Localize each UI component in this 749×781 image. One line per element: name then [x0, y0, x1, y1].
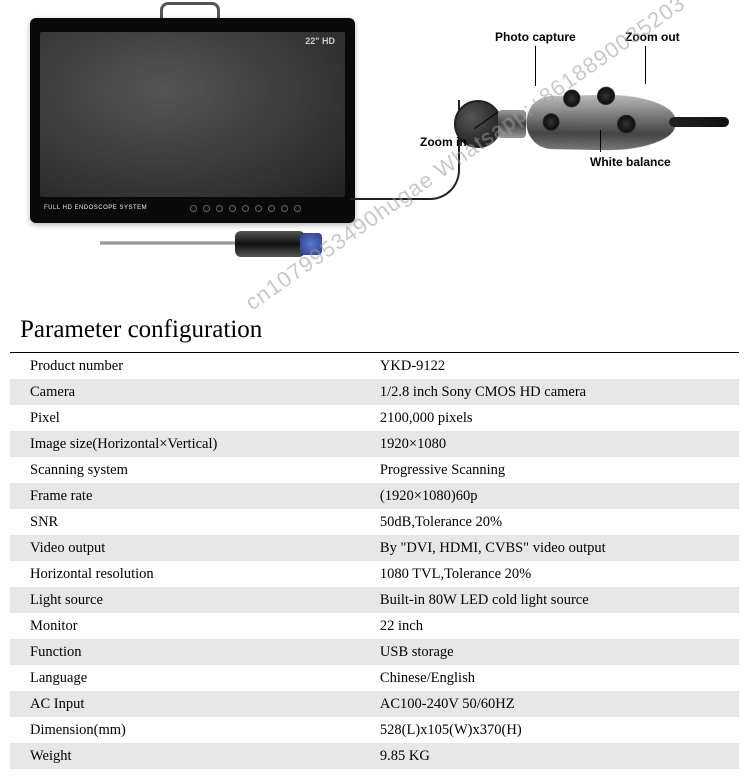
param-label: Function: [10, 639, 360, 665]
leader-line: [600, 130, 601, 152]
param-value: (1920×1080)60p: [360, 483, 739, 509]
monitor-frame: 22" HD FULL HD ENDOSCOPE SYSTEM: [30, 18, 355, 223]
param-label: Camera: [10, 379, 360, 405]
param-label: Frame rate: [10, 483, 360, 509]
param-label: Image size(Horizontal×Vertical): [10, 431, 360, 457]
table-row: SNR50dB,Tolerance 20%: [10, 509, 739, 535]
label-photo-capture: Photo capture: [495, 30, 576, 44]
param-value: AC100-240V 50/60HZ: [360, 691, 739, 717]
param-label: Video output: [10, 535, 360, 561]
monitor-brand-text: FULL HD ENDOSCOPE SYSTEM: [44, 205, 147, 211]
parameter-table-body: Product numberYKD-9122 Camera1/2.8 inch …: [10, 353, 739, 770]
param-value: 1080 TVL,Tolerance 20%: [360, 561, 739, 587]
table-row: Weight9.85 KG: [10, 743, 739, 769]
param-label: Horizontal resolution: [10, 561, 360, 587]
monitor-button-row: [190, 205, 301, 212]
table-row: Image size(Horizontal×Vertical)1920×1080: [10, 431, 739, 457]
monitor-handle: [160, 2, 220, 18]
table-row: Product numberYKD-9122: [10, 353, 739, 380]
camera-head-illustration: [454, 55, 719, 185]
param-value: By "DVI, HDMI, CVBS" video output: [360, 535, 739, 561]
table-row: Scanning systemProgressive Scanning: [10, 457, 739, 483]
table-row: Video outputBy "DVI, HDMI, CVBS" video o…: [10, 535, 739, 561]
photo-capture-button: [563, 89, 580, 107]
param-label: Monitor: [10, 613, 360, 639]
camera-neck: [498, 110, 526, 138]
leader-line: [645, 46, 646, 84]
leader-line: [535, 46, 536, 86]
param-value: Progressive Scanning: [360, 457, 739, 483]
white-balance-button: [617, 115, 636, 133]
param-value: 528(L)x105(W)x370(H): [360, 717, 739, 743]
probe-rod: [100, 241, 240, 245]
param-label: Pixel: [10, 405, 360, 431]
probe-coupler: [300, 233, 322, 255]
monitor-badge: 22" HD: [305, 36, 335, 46]
param-label: Light source: [10, 587, 360, 613]
section-title: Parameter configuration: [0, 310, 749, 352]
param-label: Weight: [10, 743, 360, 769]
monitor-control-bar: FULL HD ENDOSCOPE SYSTEM: [44, 199, 341, 217]
param-value: YKD-9122: [360, 353, 739, 380]
param-value: 1920×1080: [360, 431, 739, 457]
table-row: AC InputAC100-240V 50/60HZ: [10, 691, 739, 717]
param-label: Language: [10, 665, 360, 691]
table-row: Light sourceBuilt-in 80W LED cold light …: [10, 587, 739, 613]
monitor-illustration: 22" HD FULL HD ENDOSCOPE SYSTEM: [30, 10, 355, 235]
table-row: Dimension(mm)528(L)x105(W)x370(H): [10, 717, 739, 743]
endoscope-probe: [100, 225, 330, 265]
connection-cable: [350, 100, 460, 200]
label-white-balance: White balance: [590, 155, 671, 169]
param-label: AC Input: [10, 691, 360, 717]
zoom-in-button: [543, 113, 560, 131]
table-row: Monitor22 inch: [10, 613, 739, 639]
param-value: USB storage: [360, 639, 739, 665]
monitor-screen: [40, 32, 345, 197]
param-value: 50dB,Tolerance 20%: [360, 509, 739, 535]
table-row: LanguageChinese/English: [10, 665, 739, 691]
param-value: 22 inch: [360, 613, 739, 639]
param-value: 1/2.8 inch Sony CMOS HD camera: [360, 379, 739, 405]
param-label: SNR: [10, 509, 360, 535]
param-value: Chinese/English: [360, 665, 739, 691]
param-value: 2100,000 pixels: [360, 405, 739, 431]
table-row: Horizontal resolution1080 TVL,Tolerance …: [10, 561, 739, 587]
table-row: FunctionUSB storage: [10, 639, 739, 665]
table-row: Camera1/2.8 inch Sony CMOS HD camera: [10, 379, 739, 405]
label-zoom-out: Zoom out: [625, 30, 680, 44]
product-image-area: 22" HD FULL HD ENDOSCOPE SYSTEM Photo ca…: [0, 0, 749, 310]
param-label: Product number: [10, 353, 360, 380]
table-row: Pixel2100,000 pixels: [10, 405, 739, 431]
param-label: Scanning system: [10, 457, 360, 483]
camera-cable: [669, 117, 729, 127]
zoom-out-button: [597, 87, 615, 105]
param-label: Dimension(mm): [10, 717, 360, 743]
probe-body: [235, 231, 305, 257]
param-value: Built-in 80W LED cold light source: [360, 587, 739, 613]
label-zoom-in: Zoom in: [420, 135, 467, 149]
param-value: 9.85 KG: [360, 743, 739, 769]
table-row: Frame rate(1920×1080)60p: [10, 483, 739, 509]
parameter-table: Product numberYKD-9122 Camera1/2.8 inch …: [10, 352, 739, 769]
